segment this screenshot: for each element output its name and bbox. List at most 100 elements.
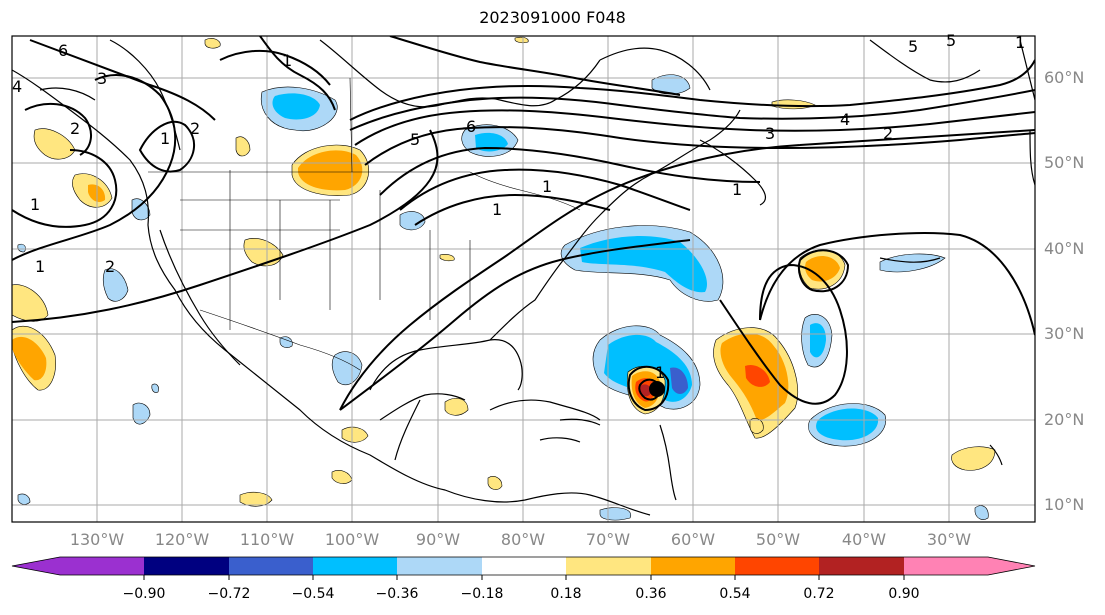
contour-label: 4: [840, 110, 850, 129]
warm-region: [33, 128, 76, 160]
warm-region: [12, 336, 47, 381]
warm-region: [243, 238, 284, 267]
blue-region: [816, 408, 879, 441]
contour-label: 1: [35, 257, 45, 276]
colorbar-tick-label: −0.72: [207, 586, 251, 602]
colorbar-segment: [904, 557, 988, 575]
warm-region: [745, 364, 770, 387]
lon-label: 30°W: [926, 530, 972, 549]
contour-label: 1: [492, 200, 502, 219]
blue-region: [279, 336, 293, 348]
colorbar-tick-label: 0.72: [803, 586, 835, 602]
contour-label: 6: [466, 117, 476, 136]
colorbar-segment: [397, 557, 482, 575]
blue-region: [131, 198, 151, 221]
contour-label: 3: [97, 69, 107, 88]
contour-label: 1: [732, 180, 742, 199]
lat-label: 30°N: [1044, 324, 1085, 343]
colorbar-outline: [11, 556, 1036, 576]
blue-region: [670, 367, 688, 394]
shaded-anomalies: [12, 36, 996, 521]
contour-label: 1: [282, 51, 292, 70]
blue-region: [272, 93, 320, 120]
colorbar-tick-label: −0.54: [291, 586, 335, 602]
blue-region: [399, 211, 426, 231]
contour-label: 1: [655, 363, 665, 382]
lon-label: 120°W: [154, 530, 210, 549]
blue-region: [151, 383, 159, 393]
blue-region: [331, 351, 363, 386]
contour-label: 1: [542, 177, 552, 196]
lat-label: 10°N: [1044, 495, 1085, 514]
cyclone-center-icon: [649, 381, 665, 397]
contour-label: 5: [410, 130, 420, 149]
lon-label: 130°W: [69, 530, 125, 549]
warm-region: [640, 384, 652, 397]
lon-label: 70°W: [585, 530, 631, 549]
warm-region: [331, 470, 353, 484]
contour-label: 4: [12, 77, 22, 96]
lat-label: 50°N: [1044, 153, 1085, 172]
lon-label: 60°W: [670, 530, 716, 549]
colorbar-segment: [735, 557, 819, 575]
warm-region: [204, 38, 221, 49]
colorbar-segment: [229, 557, 313, 575]
warm-region: [514, 36, 529, 44]
colorbar-tick-label: 0.36: [635, 586, 667, 602]
contour-label: 5: [908, 37, 918, 56]
warm-region: [444, 397, 469, 416]
blue-region: [810, 323, 826, 358]
colorbar-segment: [313, 557, 397, 575]
lon-label: 110°W: [239, 530, 295, 549]
colorbar-tick-label: 0.54: [719, 586, 751, 602]
warm-region: [439, 254, 455, 262]
colorbar-segment: [651, 557, 735, 575]
warm-region: [12, 284, 49, 322]
colorbar-tick-label: 0.18: [550, 586, 582, 602]
map-title: 2023091000 F048: [479, 8, 626, 27]
colorbar-segment: [988, 557, 1035, 575]
blue-region: [17, 243, 26, 253]
warm-region: [341, 426, 369, 443]
lon-label: 100°W: [324, 530, 380, 549]
lat-label: 60°N: [1044, 68, 1085, 87]
political-borders: [148, 77, 581, 371]
colorbar-tick-label: 0.90: [888, 586, 920, 602]
colorbar-segment: [482, 557, 566, 575]
contour-label: 6: [58, 41, 68, 60]
contour-label: 2: [190, 119, 200, 138]
lon-label: 50°W: [755, 530, 801, 549]
map-frame: [11, 35, 1036, 523]
warm-region: [235, 136, 251, 157]
contour-label: 2: [70, 119, 80, 138]
lat-label: 40°N: [1044, 239, 1085, 258]
colorbar-segment: [12, 557, 60, 575]
colorbar-segment: [566, 557, 651, 575]
coastlines: [12, 39, 1035, 516]
warm-region: [487, 476, 503, 490]
warm-region: [749, 418, 764, 434]
colorbar: [11, 556, 1036, 580]
contour-lines: [12, 36, 1035, 412]
contour-label: 3: [765, 124, 775, 143]
blue-region: [132, 402, 151, 425]
colorbar-tick-label: −0.36: [375, 586, 419, 602]
colorbar-tick-label: −0.90: [122, 586, 166, 602]
warm-region: [805, 256, 840, 282]
lon-label: 80°W: [500, 530, 546, 549]
contour-label: 2: [105, 257, 115, 276]
contour-label: 2: [883, 124, 893, 143]
colorbar-segment: [144, 557, 229, 575]
lon-label: 90°W: [415, 530, 461, 549]
warm-region: [951, 446, 996, 471]
colorbar-segment: [60, 557, 144, 575]
contour-label: 1: [160, 129, 170, 148]
blue-region: [974, 505, 989, 520]
colorbar-tick-label: −0.18: [460, 586, 504, 602]
warm-region: [298, 150, 363, 191]
blue-region: [17, 493, 31, 505]
blue-region: [879, 253, 946, 273]
contour-label: 1: [30, 195, 40, 214]
lon-label: 40°W: [841, 530, 887, 549]
